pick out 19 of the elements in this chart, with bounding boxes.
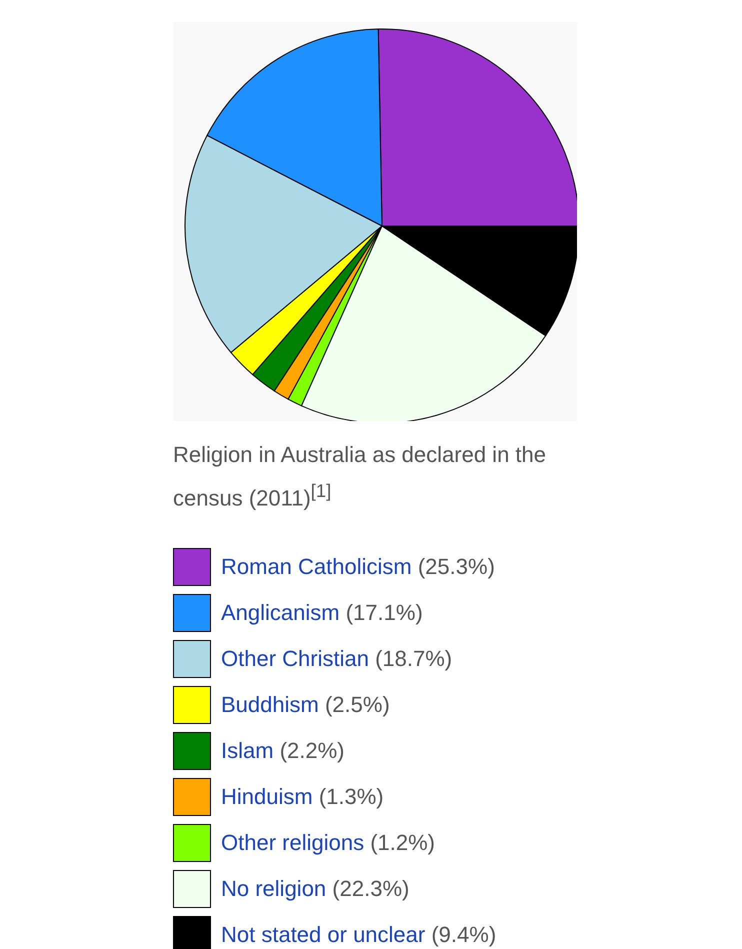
data-label: (2.5%) (324, 692, 390, 718)
text: Religion in Australia as declared in the census (2011)$^{[1]}$ (173, 441, 548, 512)
data-label: (22.3%) (332, 876, 410, 902)
legend-label: Roman Catholicism (221, 554, 412, 580)
legend-label: Not stated or unclear (221, 922, 426, 948)
data-label: (1.2%) (370, 830, 435, 856)
data-label: (1.3%) (318, 784, 384, 810)
data-label: (9.4%) (431, 922, 496, 948)
data-label: (25.3%) (418, 554, 495, 580)
legend-label: No religion (221, 876, 326, 902)
legend-label: Buddhism (221, 692, 319, 718)
legend-label: Other religions (221, 830, 364, 856)
data-label: (17.1%) (346, 600, 423, 626)
data-label: (18.7%) (375, 646, 452, 672)
legend-label: Hinduism (221, 784, 313, 810)
legend-label: Other Christian (221, 646, 369, 672)
legend-label: Anglicanism (221, 600, 340, 626)
data-label: (2.2%) (280, 738, 344, 764)
legend-label: Islam (221, 738, 274, 764)
